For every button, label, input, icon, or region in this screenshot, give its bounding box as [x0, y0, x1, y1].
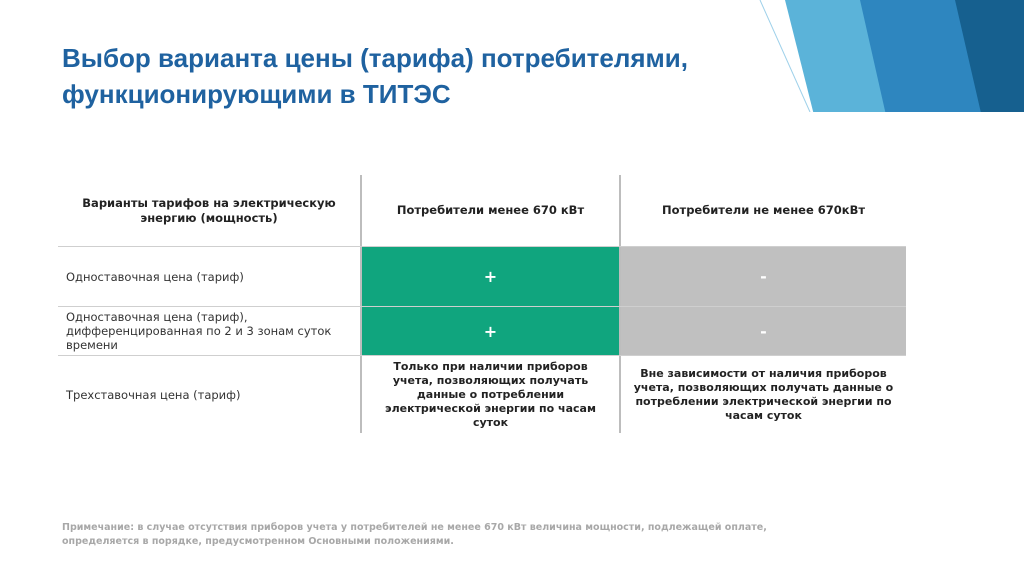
- plus-cell: +: [360, 307, 619, 355]
- minus-cell: -: [619, 307, 906, 355]
- table-row: Трехставочная цена (тариф) Только при на…: [58, 356, 906, 433]
- header-not-less-670: Потребители не менее 670кВт: [619, 175, 906, 246]
- header-tariff-variants: Варианты тарифов на электрическую энерги…: [82, 195, 336, 225]
- table-row: Одноставочная цена (тариф), дифференциро…: [58, 307, 906, 356]
- condition-text: Вне зависимости от наличия приборов учет…: [619, 356, 906, 433]
- condition-text: Только при наличии приборов учета, позво…: [360, 356, 619, 433]
- table-header-row: Варианты тарифов на электрическую энерги…: [58, 175, 906, 247]
- minus-cell: -: [619, 247, 906, 306]
- row-label: Одноставочная цена (тариф), дифференциро…: [66, 310, 332, 352]
- footnote: Примечание: в случае отсутствия приборов…: [62, 522, 767, 547]
- header-less-670: Потребители менее 670 кВт: [360, 175, 619, 246]
- slide-title: Выбор варианта цены (тарифа) потребителя…: [62, 43, 688, 109]
- table-row: Одноставочная цена (тариф) + -: [58, 247, 906, 307]
- tariff-table: Варианты тарифов на электрическую энерги…: [58, 175, 906, 433]
- plus-cell: +: [360, 247, 619, 306]
- row-label: Трехставочная цена (тариф): [66, 387, 241, 402]
- row-label: Одноставочная цена (тариф): [66, 269, 244, 284]
